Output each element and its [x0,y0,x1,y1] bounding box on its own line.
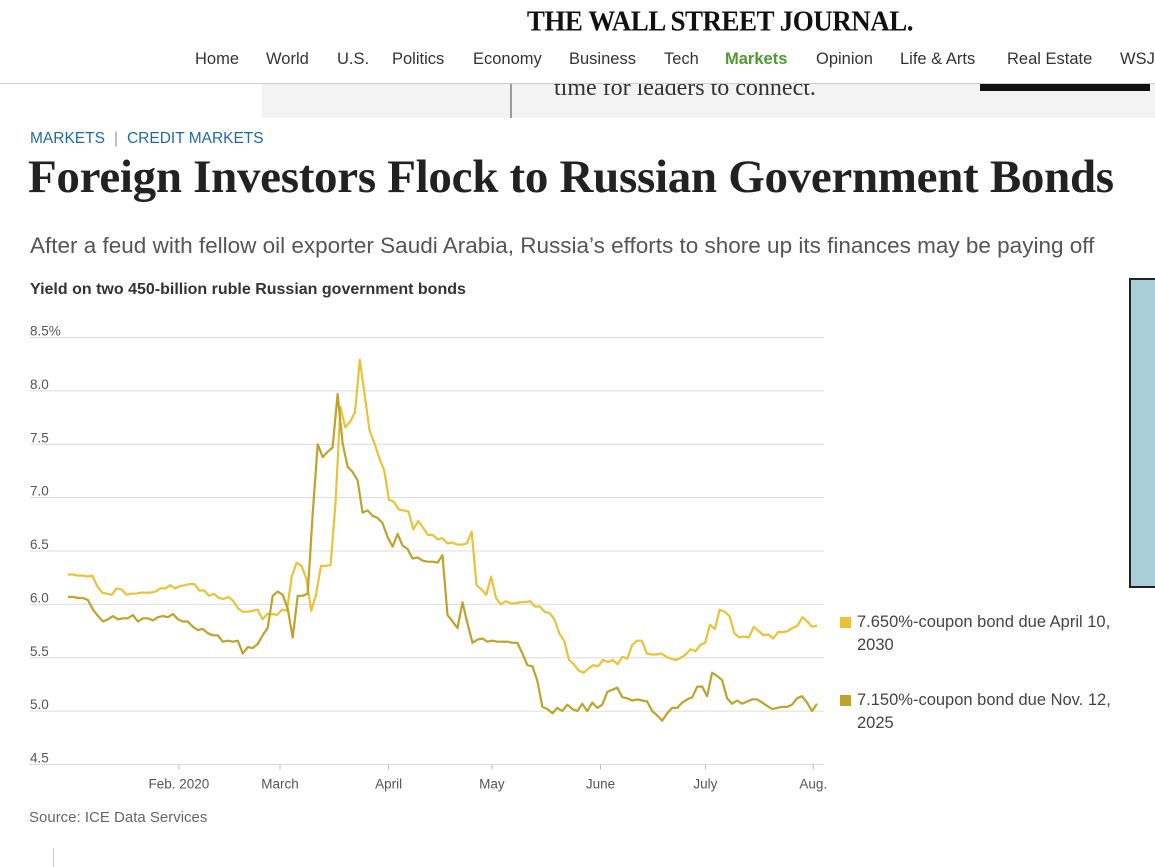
y-tick-label: 7.5 [30,430,49,445]
chart-title: Yield on two 450-billion ruble Russian g… [30,281,466,298]
x-tick-label: June [586,777,615,792]
breadcrumb: MARKETS | CREDIT MARKETS [30,130,264,148]
nav-opinion[interactable]: Opinion [816,50,873,68]
y-tick-label: 8.0 [30,377,49,392]
legend-label-2025-bond: 7.150%-coupon bond due Nov. 12, 2025 [857,691,1111,732]
masthead-logo[interactable]: THE WALL STREET JOURNAL. [526,5,914,37]
nav-economy[interactable]: Economy [473,50,542,68]
article-dek: After a feud with fellow oil exporter Sa… [30,232,1095,258]
series-line-2025-bond [68,393,818,722]
y-tick-label: 5.0 [30,697,49,712]
legend-item-2025-bond: 7.150%-coupon bond due Nov. 12, 2025 [840,689,1120,735]
nav-divider [0,83,1155,84]
x-tick-label: Aug. [799,777,827,792]
breadcrumb-markets[interactable]: MARKETS [30,130,105,147]
nav-home[interactable]: Home [195,50,240,68]
y-tick-label: 6.5 [30,537,49,552]
bottom-divider [53,848,54,867]
ad-divider [510,84,512,118]
nav-wsj[interactable]: WSJ [1120,50,1155,68]
nav-real-estate[interactable]: Real Estate [1007,50,1093,68]
legend-label-2030-bond: 7.650%-coupon bond due April 10, 2030 [857,613,1111,654]
series-line-2030-bond [68,358,818,674]
ad-button[interactable] [980,84,1150,91]
nav-politics[interactable]: Politics [392,50,445,68]
y-tick-label: 7.0 [30,484,49,499]
legend-swatch-2025-bond [840,695,851,706]
legend-swatch-2030-bond [840,617,851,628]
nav-world[interactable]: World [266,50,309,68]
nav-tech[interactable]: Tech [664,50,699,68]
y-tick-label: 8.5% [30,324,61,339]
ad-banner[interactable]: time for leaders to connect. [262,84,1155,118]
breadcrumb-credit-markets[interactable]: CREDIT MARKETS [126,130,264,147]
x-tick-label: March [261,777,299,792]
nav-us[interactable]: U.S. [337,50,370,68]
x-tick-label: Feb. 2020 [148,777,209,792]
nav-markets[interactable]: Markets [725,50,788,68]
chart-source: Source: ICE Data Services [29,809,208,826]
ad-text: time for leaders to connect. [554,84,816,101]
nav-business[interactable]: Business [569,50,636,68]
x-tick-label: May [479,777,505,792]
breadcrumb-separator: | [113,130,118,147]
side-illustration [1129,278,1155,588]
article-headline: Foreign Investors Flock to Russian Gover… [28,151,1114,203]
y-tick-label: 6.0 [30,590,49,605]
main-nav: Home World U.S. Politics Economy Busines… [0,50,1155,72]
nav-life-arts[interactable]: Life & Arts [900,50,976,68]
x-tick-label: July [693,777,717,792]
x-tick-label: April [375,777,402,792]
legend-item-2030-bond: 7.650%-coupon bond due April 10, 2030 [840,611,1120,657]
y-tick-label: 4.5 [30,751,49,766]
y-tick-label: 5.5 [30,644,49,659]
